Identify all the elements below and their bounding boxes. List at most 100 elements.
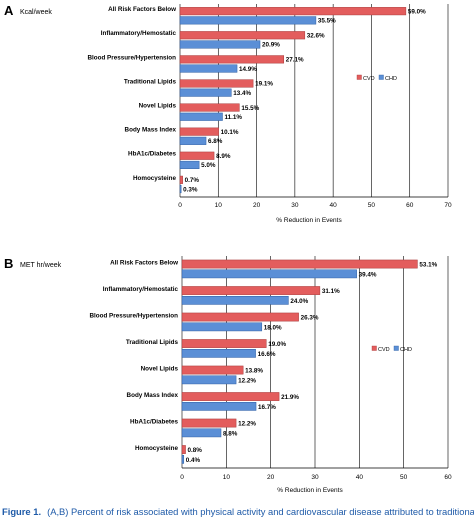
data-label: 31.1%	[322, 288, 340, 295]
bar-chd	[179, 112, 223, 121]
bar-chd	[179, 88, 232, 97]
data-label: 13.8%	[245, 368, 263, 375]
category-label: Traditional Lipids	[124, 78, 177, 85]
bar-cvd	[179, 55, 285, 64]
category-label: Blood Pressure/Hypertension	[87, 54, 176, 61]
category-label: Homocysteine	[133, 175, 177, 182]
x-tick-label: 20	[253, 202, 261, 209]
category-label: HbA1c/Diabetes	[130, 418, 178, 425]
bar-cvd	[181, 445, 186, 454]
panel-unit-label: Kcal/week	[20, 9, 52, 16]
category-label: Inflammatory/Hemostatic	[101, 30, 177, 37]
bar-cvd	[179, 175, 183, 184]
x-tick-label: 70	[444, 202, 452, 209]
category-label: Homocysteine	[135, 445, 179, 452]
caption-text: (A,B) Percent of risk associated with ph…	[47, 506, 474, 517]
data-label: 39.4%	[359, 271, 377, 278]
bar-chd	[181, 269, 357, 279]
bar-chd	[179, 136, 207, 145]
chart-panel-b: B MET hr/week 0 10 20 30 40 50 60 % Reduction in …	[4, 256, 452, 494]
bar-chd	[179, 40, 261, 49]
category-label: Blood Pressure/Hypertension	[89, 312, 178, 319]
category-label: All Risk Factors Below	[110, 259, 178, 266]
x-tick-label: 0	[178, 202, 182, 209]
data-label: 16.7%	[258, 404, 276, 411]
x-axis-title: % Reduction in Events	[277, 487, 343, 494]
x-tick-label: 20	[267, 474, 275, 481]
data-label: 35.5%	[318, 18, 336, 25]
data-label: 6.8%	[208, 138, 223, 145]
x-tick-label: 0	[180, 474, 184, 481]
legend-swatch-chd	[393, 345, 399, 351]
bar-cvd	[179, 7, 407, 16]
panel-letter: A	[4, 3, 14, 18]
data-label: 26.3%	[301, 315, 319, 322]
data-label: 0.4%	[186, 457, 201, 464]
bar-chd	[179, 160, 200, 169]
bar-chd	[181, 322, 263, 332]
legend-swatch-chd	[378, 74, 384, 80]
x-tick-label: 50	[400, 474, 408, 481]
data-label: 12.2%	[238, 377, 256, 384]
data-label: 21.9%	[281, 394, 299, 401]
category-label: All Risk Factors Below	[108, 6, 176, 13]
bar-chd	[179, 16, 317, 25]
bar-chd	[181, 349, 256, 358]
panel-unit-label: MET hr/week	[20, 262, 62, 269]
bar-chd	[181, 402, 257, 411]
data-label: 53.1%	[419, 262, 437, 269]
bar-cvd	[179, 127, 219, 136]
data-label: 0.7%	[185, 177, 200, 184]
x-tick-label: 10	[215, 202, 223, 209]
data-label: 20.9%	[262, 42, 280, 49]
legend: CVD CHD	[371, 345, 412, 353]
x-tick-label: 60	[444, 474, 452, 481]
panel-letter: B	[4, 256, 13, 271]
legend-swatch-cvd	[356, 74, 362, 80]
data-label: 12.2%	[238, 421, 256, 428]
data-label: 24.0%	[290, 298, 308, 305]
bar-chd	[181, 296, 289, 305]
x-tick-label: 60	[406, 202, 414, 209]
bar-chd	[181, 375, 237, 385]
data-label: 19.0%	[268, 341, 286, 348]
data-label: 13.4%	[233, 90, 251, 97]
x-tick-label: 50	[368, 202, 376, 209]
bar-cvd	[179, 151, 215, 160]
legend-swatch-cvd	[371, 345, 377, 351]
category-label: Novel Lipids	[139, 102, 177, 109]
bar-cvd	[179, 79, 254, 88]
legend-label-chd: CHD	[385, 76, 397, 82]
data-label: 14.9%	[239, 66, 257, 73]
category-label: Body Mass Index	[125, 127, 177, 134]
bar-cvd	[181, 418, 237, 428]
bar-cvd	[179, 31, 306, 40]
bar-cvd	[181, 312, 299, 322]
bar-chd	[179, 64, 238, 73]
x-tick-label: 30	[311, 474, 319, 481]
data-label: 11.1%	[224, 114, 242, 121]
bar-chd	[181, 455, 185, 464]
data-label: 0.3%	[183, 186, 198, 193]
data-label: 5.0%	[201, 162, 216, 169]
bar-chd	[179, 185, 182, 194]
legend-label-chd: CHD	[400, 347, 412, 353]
legend: CVD CHD	[356, 74, 397, 82]
data-label: 0.8%	[188, 447, 203, 454]
x-tick-label: 30	[291, 202, 299, 209]
data-label: 19.1%	[255, 81, 273, 88]
chart-panel-a: A Kcal/week 0 10 20 30 40 50 60 70 % Reduction in …	[4, 3, 452, 224]
data-label: 18.0%	[264, 324, 282, 331]
figure-caption: Figure 1. (A,B) Percent of risk associate…	[2, 506, 474, 522]
data-label: 59.0%	[408, 8, 426, 15]
data-label: 16.6%	[258, 351, 276, 358]
data-label: 27.1%	[286, 57, 304, 64]
data-label: 10.1%	[221, 129, 239, 136]
data-label: 8.9%	[216, 153, 231, 160]
data-label: 32.6%	[307, 32, 325, 39]
category-label: Inflammatory/Hemostatic	[103, 286, 179, 293]
bar-cvd	[181, 365, 244, 375]
x-tick-label: 40	[356, 474, 364, 481]
legend-label-cvd: CVD	[363, 76, 375, 82]
